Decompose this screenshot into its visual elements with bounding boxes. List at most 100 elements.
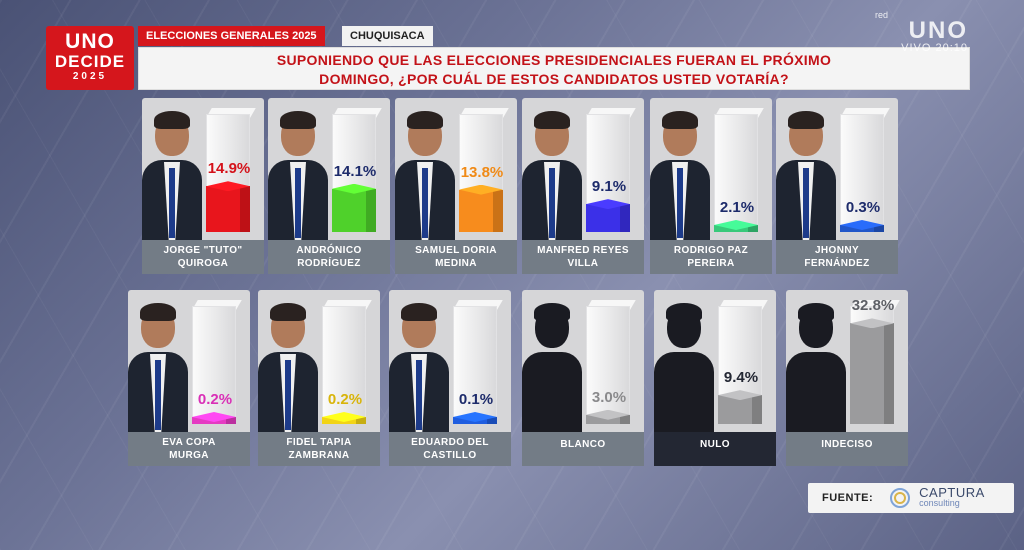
bar-fill-top <box>850 318 894 329</box>
candidate-name: SAMUEL DORIA MEDINA <box>395 240 517 274</box>
survey-question: SUPONIENDO QUE LAS ELECCIONES PRESIDENCI… <box>138 47 970 90</box>
bar-mark <box>330 108 382 234</box>
candidate-photo <box>395 108 455 240</box>
candidate-name: ANDRÓNICO RODRÍGUEZ <box>268 240 390 274</box>
candidate-name-line-2: QUIROGA <box>177 258 229 269</box>
bar-mark <box>451 300 503 426</box>
data-label: 14.9% <box>207 160 251 178</box>
bar-fill-top <box>332 183 376 194</box>
candidate-name: BLANCO <box>522 432 644 466</box>
bar-mark <box>716 300 768 426</box>
candidate-name: MANFRED REYES VILLA <box>522 240 644 274</box>
candidate-name-line-2: FERNÁNDEZ <box>804 258 870 269</box>
bar-mark <box>712 108 764 234</box>
data-label: 0.2% <box>197 391 233 408</box>
data-label: 13.8% <box>460 163 504 181</box>
silhouette-image <box>654 300 714 432</box>
candidate-card: 0.3% JHONNY FERNÁNDEZ <box>776 98 898 274</box>
candidate-photo <box>389 300 449 432</box>
bar-fill-top <box>453 412 497 422</box>
data-label: 3.0% <box>591 388 627 406</box>
candidate-name-line-2: CASTILLO <box>423 450 477 461</box>
bar-mark <box>457 108 509 234</box>
candidate-name: EVA COPA MURGA <box>128 432 250 466</box>
candidate-name-line-2: ZAMBRANA <box>288 450 350 461</box>
logo-line-2: DECIDE <box>54 52 126 71</box>
candidate-name-line-1: NULO <box>700 439 730 450</box>
candidate-name-line-1: BLANCO <box>560 439 606 450</box>
candidate-name-line-1: JHONNY <box>814 245 860 256</box>
bar-fill <box>332 188 376 232</box>
candidate-name: INDECISO <box>786 432 908 466</box>
silhouette-image <box>786 300 846 432</box>
candidate-photo <box>258 300 318 432</box>
bar-fill <box>206 186 250 232</box>
bar-fill-top <box>586 409 630 420</box>
bar-mark <box>584 108 636 234</box>
bar-mark <box>190 300 242 426</box>
candidate-name-line-1: SAMUEL DORIA <box>415 245 497 256</box>
data-label: 0.1% <box>458 391 494 408</box>
candidate-name: EDUARDO DEL CASTILLO <box>389 432 511 466</box>
bar-mark <box>204 108 256 234</box>
candidate-photo <box>650 108 710 240</box>
broadcaster-logo: red UNO VIVO 20:10 <box>875 10 968 54</box>
candidate-card: 0.2% FIDEL TAPIA ZAMBRANA <box>258 290 380 466</box>
candidate-card: 0.2% EVA COPA MURGA <box>128 290 250 466</box>
candidate-name: FIDEL TAPIA ZAMBRANA <box>258 432 380 466</box>
data-label: 0.3% <box>845 199 881 216</box>
candidate-card: 0.1% EDUARDO DEL CASTILLO <box>389 290 511 466</box>
question-line-2: DOMINGO, ¿POR CUÁL DE ESTOS CANDIDATOS U… <box>319 71 789 87</box>
candidate-name-line-2: MURGA <box>169 450 209 461</box>
candidate-name-line-1: EVA COPA <box>162 437 216 448</box>
candidate-name: JHONNY FERNÁNDEZ <box>776 240 898 274</box>
bar-mark <box>848 300 900 426</box>
broadcaster-name: UNO <box>908 17 968 44</box>
candidate-card: 32.8% INDECISO <box>786 290 908 466</box>
source-box: FUENTE: CAPTURA consulting <box>808 483 1014 513</box>
bar-fill-top <box>206 181 250 192</box>
candidate-name-line-1: EDUARDO DEL <box>411 437 489 448</box>
candidate-name: JORGE "TUTO" QUIROGA <box>142 240 264 274</box>
data-label: 9.4% <box>723 369 759 387</box>
header: UNO DECIDE 2025 ELECCIONES GENERALES 202… <box>42 20 970 92</box>
captura-logo-icon <box>889 487 911 509</box>
candidate-photo <box>522 108 582 240</box>
department-tag: CHUQUISACA <box>342 26 433 46</box>
candidate-card: 9.4% NULO <box>654 290 776 466</box>
candidate-name-line-1: ANDRÓNICO <box>296 245 362 256</box>
live-indicator: VIVO 20:10 <box>901 42 968 54</box>
candidate-name-line-1: JORGE "TUTO" <box>163 245 243 256</box>
candidate-name-line-2: PEREIRA <box>687 258 735 269</box>
candidate-card: 2.1% RODRIGO PAZ PEREIRA <box>650 98 772 274</box>
candidate-card: 13.8% SAMUEL DORIA MEDINA <box>395 98 517 274</box>
candidate-photo <box>128 300 188 432</box>
candidate-photo <box>776 108 836 240</box>
candidate-card: 3.0% BLANCO <box>522 290 644 466</box>
candidate-card: 14.9% JORGE "TUTO" QUIROGA <box>142 98 264 274</box>
logo-line-1: UNO <box>65 30 115 53</box>
event-tag: ELECCIONES GENERALES 2025 <box>138 26 325 46</box>
bar-fill-top <box>322 412 366 422</box>
bar-mark <box>584 300 636 426</box>
silhouette-image <box>522 300 582 432</box>
bar-fill-top <box>840 220 884 230</box>
candidate-photo <box>142 108 202 240</box>
source-label: FUENTE: <box>822 492 874 504</box>
candidate-name-line-2: VILLA <box>567 258 599 269</box>
data-label: 32.8% <box>851 297 895 315</box>
data-label: 0.2% <box>327 391 363 408</box>
data-label: 9.1% <box>591 178 627 196</box>
candidate-name-line-1: MANFRED REYES <box>537 245 629 256</box>
bar-fill-top <box>718 390 762 401</box>
bar-fill <box>850 323 894 424</box>
logo-line-3: 2025 <box>72 71 108 82</box>
candidate-name: NULO <box>654 432 776 466</box>
candidate-card: 9.1% MANFRED REYES VILLA <box>522 98 644 274</box>
data-label: 2.1% <box>719 199 755 216</box>
question-line-1: SUPONIENDO QUE LAS ELECCIONES PRESIDENCI… <box>276 52 832 68</box>
uno-decide-logo: UNO DECIDE 2025 <box>46 26 134 90</box>
bar-fill <box>459 189 503 232</box>
bar-fill-top <box>586 199 630 210</box>
bar-mark <box>320 300 372 426</box>
